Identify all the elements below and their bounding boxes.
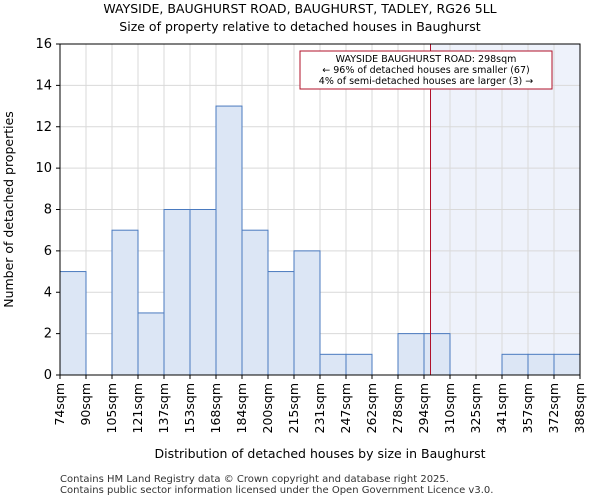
- histogram-bar: [163, 209, 191, 376]
- histogram-bar: [319, 353, 347, 376]
- x-tick-label: 90sqm: [78, 383, 93, 426]
- x-axis-title: Distribution of detached houses by size …: [154, 446, 485, 461]
- y-tick-label: 8: [44, 203, 52, 218]
- chart-subtitle: Size of property relative to detached ho…: [119, 19, 481, 34]
- histogram-bar: [215, 105, 243, 376]
- y-tick-label: 6: [44, 244, 52, 259]
- x-tick-label: 137sqm: [156, 383, 171, 433]
- y-axis-title: Number of detached properties: [1, 111, 16, 308]
- x-tick-label: 121sqm: [130, 383, 145, 433]
- y-tick-label: 14: [35, 78, 52, 93]
- histogram-bar: [59, 271, 87, 376]
- x-tick-label: 247sqm: [338, 383, 353, 433]
- histogram-bar: [111, 229, 139, 376]
- x-tick-label: 184sqm: [234, 383, 249, 433]
- x-tick-label: 294sqm: [416, 383, 431, 433]
- y-tick-label: 10: [35, 161, 52, 176]
- x-tick-label: 105sqm: [104, 383, 119, 433]
- chart-title-block: WAYSIDE, BAUGHURST ROAD, BAUGHURST, TADL…: [0, 0, 600, 36]
- x-tick-label: 325sqm: [468, 383, 483, 433]
- annotation-box: [299, 50, 553, 90]
- x-tick-label: 215sqm: [286, 383, 301, 433]
- attribution-line-2: Contains public sector information licen…: [60, 485, 494, 496]
- x-tick-label: 372sqm: [546, 383, 561, 433]
- histogram-bar: [241, 229, 269, 376]
- attribution-line-1: Contains HM Land Registry data © Crown c…: [60, 474, 449, 485]
- histogram-bar: [501, 353, 529, 376]
- annotation-text-line: WAYSIDE BAUGHURST ROAD: 298sqm: [336, 54, 517, 65]
- histogram-bar: [397, 333, 425, 376]
- x-tick-label: 388sqm: [572, 383, 587, 433]
- attribution-footer: Contains HM Land Registry data © Crown c…: [60, 474, 493, 496]
- chart-title: WAYSIDE, BAUGHURST ROAD, BAUGHURST, TADL…: [103, 1, 497, 16]
- annotation-text-line: 4% of semi-detached houses are larger (3…: [319, 76, 533, 87]
- histogram-bar: [189, 209, 217, 376]
- y-tick-label: 4: [44, 285, 52, 300]
- histogram-bar: [345, 353, 373, 376]
- y-tick-label: 16: [35, 37, 52, 52]
- x-tick-label: 341sqm: [494, 383, 509, 433]
- x-tick-label: 200sqm: [260, 383, 275, 433]
- y-tick-label: 0: [44, 368, 52, 383]
- x-tick-label: 278sqm: [390, 383, 405, 433]
- annotation-text-line: ← 96% of detached houses are smaller (67…: [322, 65, 529, 76]
- x-tick-label: 357sqm: [520, 383, 535, 433]
- x-tick-label: 153sqm: [182, 383, 197, 433]
- histogram-bar: [267, 271, 295, 376]
- x-tick-label: 231sqm: [312, 383, 327, 433]
- x-tick-label: 310sqm: [442, 383, 457, 433]
- histogram-bar: [423, 333, 451, 376]
- x-tick-label: 262sqm: [364, 383, 379, 433]
- histogram-bar: [137, 312, 165, 376]
- y-tick-label: 12: [35, 120, 52, 135]
- histogram-bar: [527, 353, 555, 376]
- y-tick-label: 2: [44, 327, 52, 342]
- histogram-bar: [293, 250, 321, 376]
- histogram-bar: [553, 353, 581, 376]
- x-tick-label: 74sqm: [52, 383, 67, 426]
- x-tick-label: 168sqm: [208, 383, 223, 433]
